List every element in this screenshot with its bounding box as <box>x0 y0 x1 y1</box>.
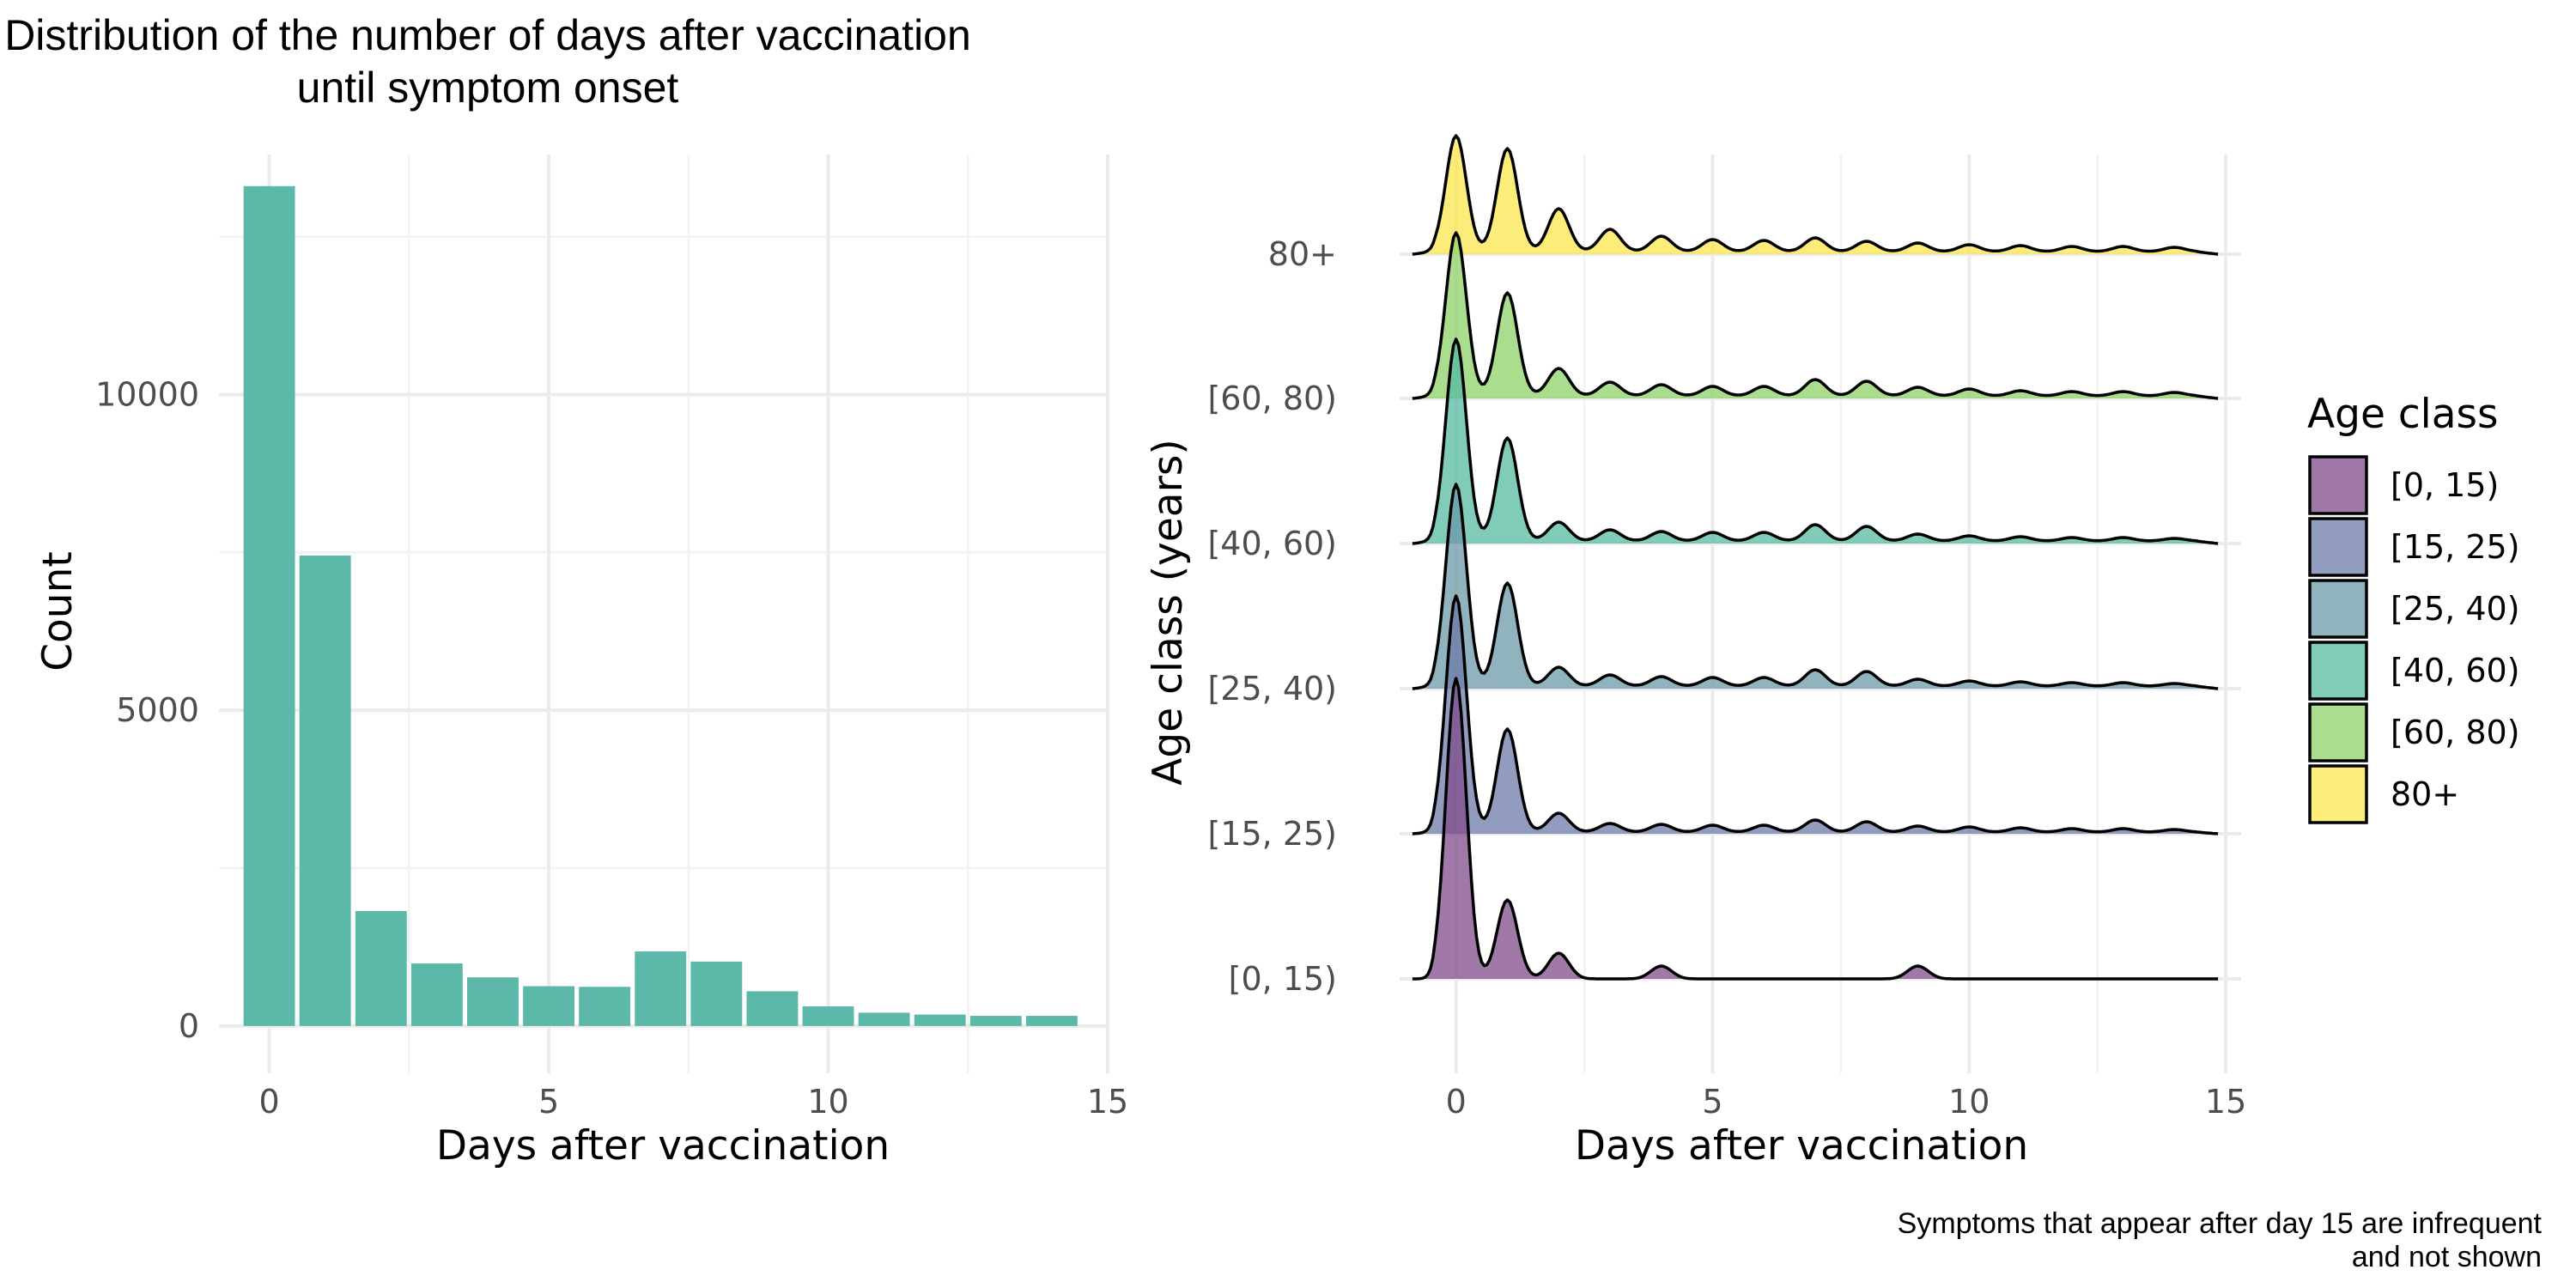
legend-label: [40, 60) <box>2391 652 2520 690</box>
y-tick-label: 0 <box>179 1007 199 1045</box>
y-tick-label: 10000 <box>95 375 199 413</box>
ridge-80 <box>1412 134 2219 256</box>
ridge-60-80 <box>1412 231 2219 400</box>
y-tick-label-80: 80+ <box>1268 235 1337 273</box>
ridge-outline-80 <box>1412 134 2219 256</box>
ridgeline-x-axis-title: Days after vaccination <box>1575 1122 2028 1170</box>
legend-label: [60, 80) <box>2391 714 2520 751</box>
ridgeline-densities <box>1412 134 2219 981</box>
legend-swatch <box>2308 702 2368 762</box>
histogram-bar <box>579 987 631 1026</box>
ridge-40-60 <box>1412 337 2219 545</box>
histogram-bar <box>858 1012 910 1026</box>
x-tick-label: 0 <box>258 1083 279 1121</box>
legend-items: [0, 15) [15, 25) [25, 40) [40, 60) [60, 80) 8… <box>2308 455 2520 824</box>
legend-item-40-60: [40, 60) <box>2308 641 2520 701</box>
y-tick-label-25-40: [25, 40) <box>1207 670 1337 708</box>
x-tick-label: 10 <box>1948 1083 1990 1121</box>
x-tick-label: 15 <box>1087 1083 1128 1121</box>
histogram-bars <box>243 185 1078 1026</box>
ridge-area-60-80 <box>1412 233 2219 398</box>
legend-title: Age class <box>2307 391 2499 438</box>
legend: Age class [0, 15) [15, 25) [25, 40) [40, 60… <box>2307 391 2520 824</box>
legend-label: [15, 25) <box>2391 528 2520 566</box>
y-tick-label: 5000 <box>116 691 199 729</box>
ridge-outline-40-60 <box>1412 337 2219 545</box>
ridge-outline-25-40 <box>1412 483 2219 690</box>
histogram-tick-labels: 0 5 10 15 0 5000 10000 <box>95 375 1128 1121</box>
histogram-bar <box>243 185 295 1026</box>
chart-title-line-2: until symptom onset <box>297 64 679 112</box>
legend-item-15-25: [15, 25) <box>2308 517 2520 577</box>
y-tick-label-40-60: [40, 60) <box>1207 525 1337 562</box>
x-tick-label: 5 <box>538 1083 559 1121</box>
legend-label: 80+ <box>2391 775 2459 813</box>
x-tick-label: 0 <box>1446 1083 1467 1121</box>
ridge-area-80 <box>1412 136 2219 254</box>
legend-label: [25, 40) <box>2391 590 2520 628</box>
histogram-x-axis-title: Days after vaccination <box>436 1122 890 1170</box>
legend-item-60-80: [60, 80) <box>2308 702 2520 762</box>
caption-line-1: Symptoms that appear after day 15 are in… <box>1898 1207 2543 1240</box>
chart-title-line-1: Distribution of the number of days after… <box>4 11 971 59</box>
ridge-area-40-60 <box>1412 339 2219 544</box>
legend-swatch <box>2308 455 2368 515</box>
y-tick-label-15-25: [15, 25) <box>1207 815 1337 853</box>
legend-label: [0, 15) <box>2391 466 2499 504</box>
histogram-bar <box>1025 1016 1078 1026</box>
legend-swatch <box>2308 579 2368 639</box>
ridge-15-25 <box>1412 594 2219 835</box>
ridge-area-25-40 <box>1412 484 2219 689</box>
ridgeline-gridlines <box>1400 155 2241 1073</box>
histogram-bar <box>467 977 519 1026</box>
histogram-bar <box>635 951 687 1026</box>
y-tick-label-60-80: [60, 80) <box>1207 380 1337 417</box>
ridgeline-tick-labels: 0 5 10 15 [0, 15) [15, 25) [25, 40) [40, 60) [60… <box>1207 235 2246 1121</box>
histogram-gridlines <box>219 155 1109 1073</box>
x-tick-label: 15 <box>2205 1083 2246 1121</box>
caption-line-2: and not shown <box>2352 1241 2542 1273</box>
legend-item-80: 80+ <box>2308 764 2459 824</box>
histogram-bar <box>355 911 407 1026</box>
ridgeline-y-axis-title: Age class (years) <box>1145 439 1192 785</box>
histogram-bar <box>802 1006 854 1026</box>
ridge-outline-0-15 <box>1412 677 2219 981</box>
histogram-bar <box>914 1014 966 1026</box>
legend-item-25-40: [25, 40) <box>2308 579 2520 639</box>
legend-item-0-15: [0, 15) <box>2308 455 2499 515</box>
histogram-bar <box>410 963 463 1026</box>
histogram-y-axis-title: Count <box>34 551 82 671</box>
histogram-bar <box>969 1016 1022 1026</box>
legend-swatch <box>2308 517 2368 577</box>
histogram-bar <box>523 986 574 1026</box>
histogram-bar <box>299 555 351 1026</box>
ridge-outline-60-80 <box>1412 231 2219 400</box>
histogram-bar <box>690 961 743 1026</box>
legend-swatch <box>2308 764 2368 824</box>
y-tick-label-0-15: [0, 15) <box>1229 960 1337 998</box>
histogram-bar <box>746 991 799 1026</box>
legend-swatch <box>2308 641 2368 701</box>
ridge-area-15-25 <box>1412 596 2219 834</box>
x-tick-label: 5 <box>1702 1083 1722 1121</box>
ridge-25-40 <box>1412 483 2219 690</box>
x-tick-label: 10 <box>807 1083 848 1121</box>
ridge-outline-15-25 <box>1412 594 2219 835</box>
ridgeline-panel: 0 5 10 15 [0, 15) [15, 25) [25, 40) [40, 60) [60… <box>1145 134 2246 1170</box>
ridge-0-15 <box>1412 677 2219 981</box>
